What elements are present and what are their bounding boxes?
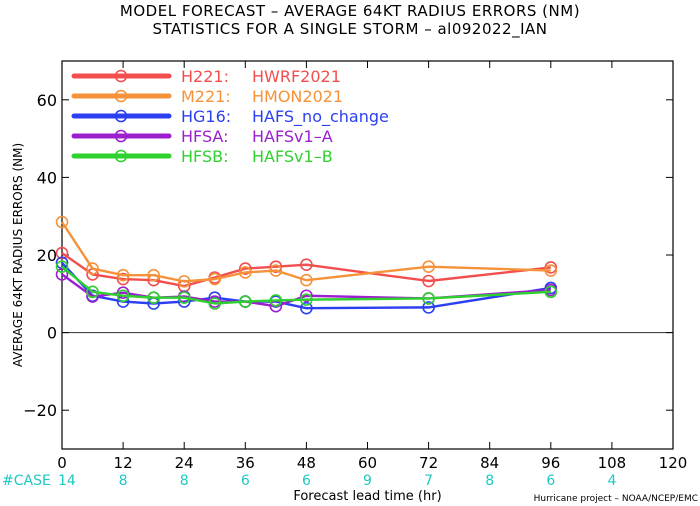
data-point	[300, 301, 313, 315]
data-point	[55, 246, 69, 260]
case-count: 6	[302, 473, 311, 489]
series-line-1	[60, 221, 551, 283]
case-count: 9	[363, 473, 372, 489]
case-label: #CASE	[2, 473, 51, 489]
legend-marker	[114, 89, 128, 103]
case-count: 14	[58, 473, 76, 489]
x-tick-label: 24	[175, 454, 194, 472]
data-point	[300, 258, 313, 272]
data-point	[300, 293, 313, 306]
case-count: 7	[424, 473, 433, 489]
x-axis-title: Forecast lead time (hr)	[293, 489, 441, 504]
y-tick-label: 40	[37, 168, 57, 187]
series-line-0	[61, 252, 551, 288]
data-point	[86, 285, 99, 299]
chart-subtitle: STATISTICS FOR A SINGLE STORM – al092022…	[152, 20, 548, 38]
data-point	[208, 297, 222, 310]
legend-name: HFSB:	[181, 147, 228, 166]
legend-label: HMON2021	[252, 87, 343, 106]
data-point	[544, 264, 558, 277]
data-point	[239, 295, 252, 308]
data-point	[55, 215, 69, 229]
data-point	[544, 261, 558, 274]
x-tick-label: 12	[114, 454, 133, 472]
y-tick-label: 0	[47, 324, 57, 343]
data-point	[147, 268, 160, 282]
data-point	[116, 268, 130, 282]
legend-marker	[114, 69, 128, 83]
case-count: 8	[485, 473, 494, 489]
y-tick-label: −20	[23, 401, 57, 420]
y-tick-label: 60	[37, 91, 57, 110]
data-point	[116, 289, 130, 303]
chart-title: MODEL FORECAST – AVERAGE 64KT RADIUS ERR…	[119, 2, 581, 20]
case-count: 6	[546, 473, 555, 489]
x-tick-label: 36	[236, 454, 255, 472]
credit-text: Hurricane project – NOAA/NCEP/EMC	[534, 494, 698, 504]
data-point	[422, 301, 435, 314]
legend-marker	[114, 129, 128, 143]
legend-marker	[114, 149, 128, 163]
case-count: 6	[241, 473, 250, 489]
case-count: 8	[180, 473, 189, 489]
data-point	[239, 262, 252, 275]
legend-name: M221:	[181, 87, 231, 106]
x-tick-label: 0	[57, 454, 67, 472]
data-point	[177, 291, 191, 304]
y-tick-label: 20	[37, 246, 57, 265]
data-point	[147, 291, 160, 304]
data-point	[269, 294, 283, 307]
x-tick-label: 84	[480, 454, 499, 472]
data-point	[422, 260, 435, 273]
x-tick-label: 60	[358, 454, 377, 472]
x-tick-label: 48	[297, 454, 316, 472]
legend-label: HAFSv1–B	[252, 147, 333, 166]
legend-marker	[114, 109, 128, 123]
x-tick-label: 96	[541, 454, 560, 472]
data-point	[55, 260, 69, 273]
data-point	[300, 273, 313, 287]
data-point	[239, 266, 252, 279]
data-point	[116, 286, 130, 299]
x-tick-label: 108	[598, 454, 627, 472]
case-count: 4	[607, 473, 616, 489]
legend-name: H221:	[181, 67, 229, 86]
legend-label: HAFS_no_change	[252, 107, 389, 127]
data-point	[300, 289, 313, 303]
legend-label: HWRF2021	[252, 67, 341, 86]
data-point	[55, 268, 69, 281]
legend-label: HAFSv1–A	[252, 127, 333, 146]
case-count: 8	[119, 473, 128, 489]
series-line-4	[61, 265, 551, 305]
legend-name: HFSA:	[181, 127, 228, 146]
legend-name: HG16:	[181, 107, 231, 126]
data-point	[544, 285, 558, 299]
x-tick-label: 120	[659, 454, 688, 472]
data-point	[269, 260, 283, 273]
data-point	[177, 275, 191, 288]
data-point	[86, 262, 99, 275]
data-point	[116, 272, 130, 286]
data-point	[422, 292, 435, 305]
data-point	[269, 264, 283, 277]
y-axis-title: AVERAGE 64KT RADIUS ERRORS (NM)	[11, 143, 25, 367]
data-point	[422, 274, 435, 288]
x-tick-label: 72	[419, 454, 438, 472]
data-point	[208, 272, 222, 286]
